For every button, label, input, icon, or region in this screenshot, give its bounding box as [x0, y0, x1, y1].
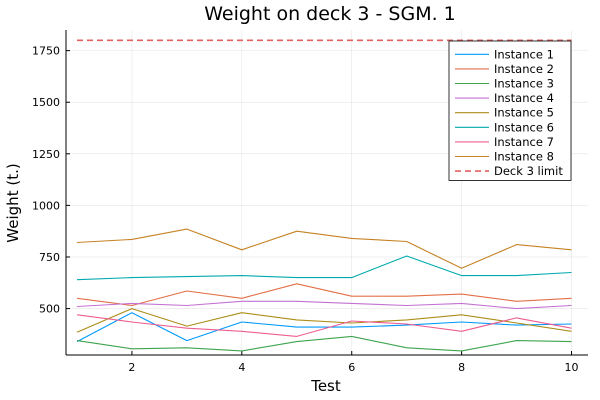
legend-label: Instance 8 [494, 150, 554, 164]
series-line-instance-6 [76, 255, 572, 281]
chart-title: Weight on deck 3 - SGM. 1 [204, 3, 456, 25]
series-line-instance-4 [76, 300, 572, 310]
legend-label: Deck 3 limit [494, 164, 563, 178]
y-tick-label: 750 [39, 251, 60, 264]
series-line-instance-8 [76, 228, 572, 269]
legend-label: Instance 5 [494, 106, 554, 120]
series-line-instance-3 [76, 335, 572, 352]
x-tick-label: 6 [348, 361, 355, 374]
y-axis-label: Weight (t.) [4, 163, 22, 242]
legend-label: Instance 2 [494, 62, 554, 76]
legend-label: Instance 3 [494, 77, 554, 91]
series-line-instance-5 [76, 308, 572, 333]
x-tick-label: 4 [238, 361, 245, 374]
legend-label: Instance 7 [494, 135, 554, 149]
y-tick-label: 500 [39, 303, 60, 316]
y-tick-label: 1000 [32, 199, 60, 212]
x-tick-label: 8 [458, 361, 465, 374]
x-tick-label: 2 [128, 361, 135, 374]
y-tick-label: 1500 [32, 96, 60, 109]
legend-box [448, 40, 572, 181]
y-tick-label: 1250 [32, 148, 60, 161]
series-lines [76, 39, 572, 352]
series-line-instance-1 [76, 312, 572, 343]
legend-label: Instance 1 [494, 47, 554, 61]
y-tick-label: 1750 [32, 45, 60, 58]
series-line-instance-7 [76, 314, 572, 337]
series-line-instance-2 [76, 283, 572, 307]
x-tick-label: 10 [565, 361, 579, 374]
x-axis-label: Test [310, 377, 341, 395]
axes: 2 4 6 8 10 500 750 1000 1250 1500 1750 [32, 30, 588, 374]
legend-label: Instance 4 [494, 91, 554, 105]
legend-label: Instance 6 [494, 120, 554, 134]
